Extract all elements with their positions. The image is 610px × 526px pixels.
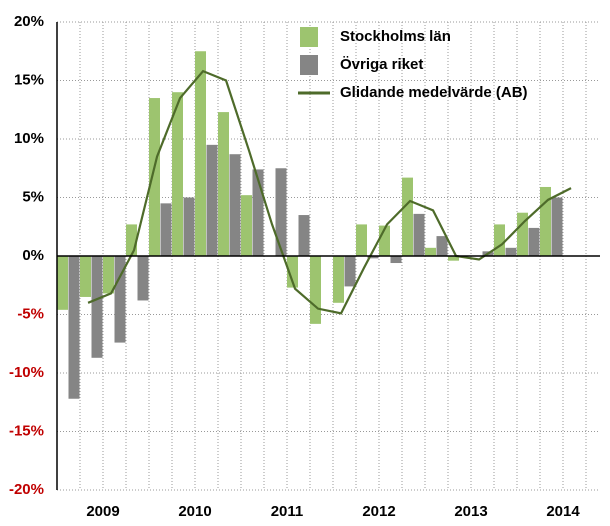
bar xyxy=(229,154,241,256)
bar xyxy=(218,112,229,256)
bar xyxy=(206,144,218,256)
bar xyxy=(505,247,517,256)
y-tick-label: -5% xyxy=(17,305,44,322)
legend-swatch xyxy=(300,27,318,47)
legend-label: Övriga riket xyxy=(340,56,423,73)
bar xyxy=(172,92,183,256)
bar xyxy=(333,256,344,303)
bar xyxy=(379,225,390,256)
bar xyxy=(517,212,528,256)
bar xyxy=(298,215,310,256)
bar xyxy=(183,197,195,256)
x-tick-label: 2012 xyxy=(362,503,395,520)
bar xyxy=(551,197,563,256)
bar xyxy=(390,256,402,264)
x-tick-label: 2011 xyxy=(271,503,304,520)
bar xyxy=(413,213,425,256)
x-tick-label: 2013 xyxy=(454,503,487,520)
bar xyxy=(540,186,551,256)
x-tick-label: 2010 xyxy=(178,503,211,520)
bar xyxy=(114,256,126,343)
y-tick-label: -15% xyxy=(9,422,44,439)
x-tick-label: 2009 xyxy=(86,503,119,520)
y-tick-label: 10% xyxy=(14,130,44,147)
bar xyxy=(367,256,379,259)
y-tick-label: 5% xyxy=(22,188,44,205)
y-tick-label: -20% xyxy=(9,481,44,498)
bar xyxy=(252,169,264,256)
bar xyxy=(402,177,413,256)
x-tick-label: 2014 xyxy=(546,503,580,520)
bar xyxy=(448,256,459,261)
bar xyxy=(356,224,367,256)
bar xyxy=(275,168,287,256)
bar xyxy=(528,227,540,256)
bar xyxy=(103,256,114,294)
bar xyxy=(436,236,448,256)
bar xyxy=(195,51,206,256)
line xyxy=(87,69,572,315)
bar xyxy=(425,247,436,256)
bar xyxy=(160,203,172,256)
bar xyxy=(241,195,252,256)
legend-swatch xyxy=(300,55,318,75)
y-tick-label: 15% xyxy=(14,71,44,88)
bar xyxy=(126,224,137,256)
bar xyxy=(91,256,103,358)
bar xyxy=(494,224,505,256)
bar xyxy=(287,256,298,288)
bar xyxy=(310,256,321,324)
legend-label: Glidande medelvärde (AB) xyxy=(340,84,528,101)
bar xyxy=(80,256,91,297)
bar xyxy=(137,256,149,301)
bar xyxy=(149,98,160,256)
bar xyxy=(57,256,68,310)
bar xyxy=(344,256,356,287)
y-tick-label: -10% xyxy=(9,364,44,381)
bar xyxy=(68,256,80,399)
y-tick-label: 0% xyxy=(22,247,44,264)
y-tick-label: 20% xyxy=(14,13,44,30)
legend-label: Stockholms län xyxy=(340,28,451,45)
